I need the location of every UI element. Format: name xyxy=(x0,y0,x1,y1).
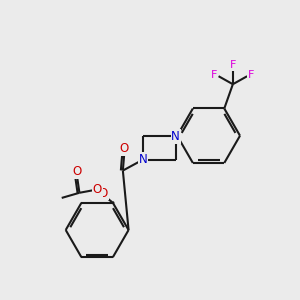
Text: N: N xyxy=(171,130,180,143)
Text: O: O xyxy=(92,183,102,196)
Text: N: N xyxy=(139,153,147,166)
Text: F: F xyxy=(230,60,236,70)
Text: O: O xyxy=(99,187,108,200)
Text: O: O xyxy=(119,142,128,155)
Text: F: F xyxy=(211,70,218,80)
Text: O: O xyxy=(72,165,81,178)
Text: F: F xyxy=(248,70,255,80)
